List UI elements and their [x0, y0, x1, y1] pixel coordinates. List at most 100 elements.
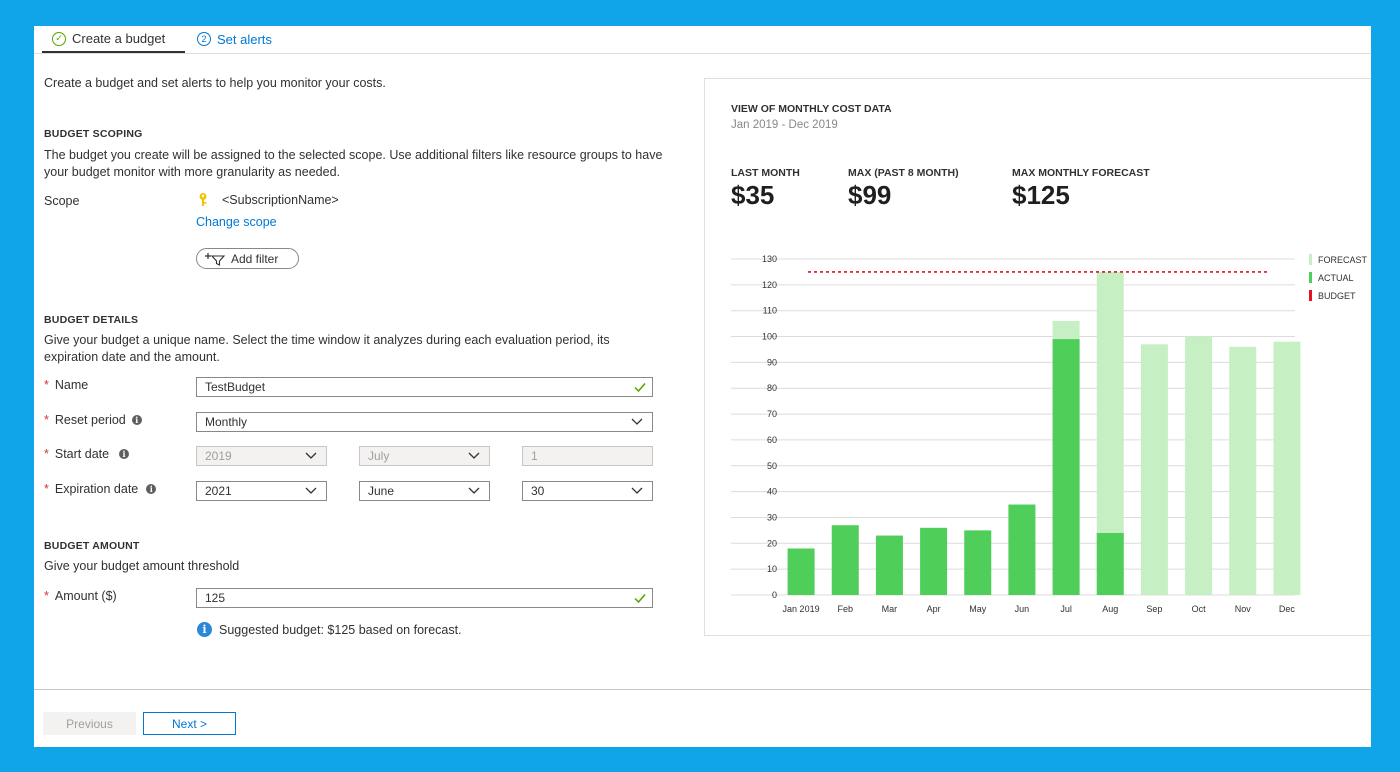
name-label-text: Name: [54, 378, 89, 392]
x-tick-label: Apr: [927, 604, 941, 614]
x-tick-label: Jun: [1015, 604, 1030, 614]
expiration-date-label-text: Expiration date: [54, 482, 139, 496]
monthly-cost-chart: 0 10 20 30 40 50 60 70 80 90 100 110 120 130 Jan 2019 F…: [731, 254, 1301, 614]
chevron-down-icon: [631, 418, 643, 425]
actual-bar: [1052, 339, 1080, 595]
kpi-last-month-label: LAST MONTH: [731, 167, 800, 179]
legend-budget: BUDGET: [1309, 290, 1356, 301]
required-asterisk: *: [44, 589, 49, 603]
expiration-day-value: 30: [531, 484, 545, 498]
x-tick-label: Dec: [1279, 604, 1296, 614]
start-year-select: 2019: [196, 446, 327, 466]
legend-budget-label: BUDGET: [1318, 290, 1356, 301]
y-tick-label: 100: [762, 332, 777, 342]
y-tick-label: 30: [767, 512, 777, 522]
budget-details-description: Give your budget a unique name. Select t…: [44, 333, 610, 364]
forecast-bar: [1140, 344, 1168, 595]
key-icon: [199, 193, 207, 206]
chevron-down-icon: [468, 487, 480, 494]
chevron-down-icon: [305, 487, 317, 494]
tab-create-budget[interactable]: ✓ Create a budget: [42, 26, 185, 53]
info-icon: i: [197, 622, 212, 637]
forecast-bar: [1229, 346, 1257, 595]
subscription-name: <SubscriptionName>: [222, 193, 339, 207]
required-asterisk: *: [44, 413, 49, 427]
expiration-year-select[interactable]: 2021: [196, 481, 327, 501]
panel-date-range: Jan 2019 - Dec 2019: [731, 119, 838, 131]
start-day-value: 1: [531, 449, 538, 463]
info-icon[interactable]: i: [119, 449, 130, 459]
checkmark-icon: [634, 383, 646, 393]
footer-divider: [34, 689, 1371, 690]
budget-scoping-heading: BUDGET SCOPING: [44, 128, 143, 140]
kpi-max-label: MAX (PAST 8 MONTH): [848, 167, 959, 179]
required-asterisk: *: [44, 482, 49, 496]
actual-bar: [787, 548, 815, 595]
legend-forecast-swatch: [1309, 254, 1312, 265]
expiration-month-select[interactable]: June: [359, 481, 490, 501]
intro-text: Create a budget and set alerts to help y…: [44, 76, 386, 90]
y-tick-label: 120: [762, 280, 777, 290]
next-button[interactable]: Next >: [143, 712, 236, 735]
budget-amount-description: Give your budget amount threshold: [44, 559, 240, 573]
actual-bar: [920, 527, 948, 595]
y-tick-label: 20: [767, 538, 777, 548]
legend-actual-swatch: [1309, 272, 1312, 283]
expiration-month-value: June: [368, 484, 395, 498]
change-scope-link[interactable]: Change scope: [196, 215, 277, 229]
suggested-budget-note: i Suggested budget: $125 based on foreca…: [197, 622, 462, 637]
checkmark-icon: [634, 594, 646, 604]
kpi-forecast-value: $125: [1012, 180, 1070, 210]
start-year-value: 2019: [205, 449, 232, 463]
y-tick-label: 90: [767, 357, 777, 367]
x-tick-label: Sep: [1146, 604, 1162, 614]
monthly-cost-panel: VIEW OF MONTHLY COST DATA Jan 2019 - Dec…: [704, 78, 1371, 636]
y-tick-label: 10: [767, 564, 777, 574]
tab-set-alerts[interactable]: 2 Set alerts: [197, 26, 272, 52]
kpi-forecast-label: MAX MONTHLY FORECAST: [1012, 167, 1150, 179]
budget-name-input[interactable]: TestBudget: [196, 377, 653, 397]
actual-bar: [875, 535, 903, 595]
kpi-max-value: $99: [848, 180, 892, 210]
start-month-value: July: [368, 449, 390, 463]
tab-label: Set alerts: [217, 31, 272, 47]
expiration-day-select[interactable]: 30: [522, 481, 653, 501]
start-day-input: 1: [522, 446, 653, 466]
chevron-down-icon: [305, 452, 317, 459]
start-date-label-text: Start date: [54, 447, 110, 461]
x-tick-label: Jan 2019: [783, 604, 820, 614]
info-icon[interactable]: i: [131, 415, 142, 425]
check-circle-icon: ✓: [52, 31, 66, 46]
x-tick-label: May: [969, 604, 987, 614]
y-tick-label: 40: [767, 487, 777, 497]
y-tick-label: 60: [767, 435, 777, 445]
scope-value: <SubscriptionName>: [196, 192, 339, 208]
legend-budget-swatch: [1309, 290, 1312, 301]
amount-input[interactable]: 125: [196, 588, 653, 608]
y-tick-label: 130: [762, 254, 777, 264]
reset-period-select[interactable]: Monthly: [196, 412, 653, 432]
y-tick-label: 110: [763, 306, 777, 316]
chevron-down-icon: [631, 487, 643, 494]
name-label: * Name: [44, 378, 88, 392]
required-asterisk: *: [44, 378, 49, 392]
reset-period-label-text: Reset period: [54, 413, 126, 427]
legend-forecast-label: FORECAST: [1318, 254, 1368, 265]
kpi-last-month-value: $35: [731, 180, 775, 210]
suggested-budget-text: Suggested budget: $125 based on forecast…: [219, 622, 462, 637]
budget-details-heading: BUDGET DETAILS: [44, 314, 139, 326]
expiration-year-value: 2021: [205, 484, 232, 498]
add-filter-button[interactable]: Add filter: [196, 248, 299, 269]
actual-bar: [831, 525, 859, 595]
start-month-select: July: [359, 446, 490, 466]
wizard-tabs: ✓ Create a budget 2 Set alerts: [34, 26, 1371, 54]
y-tick-label: 70: [767, 409, 777, 419]
info-icon[interactable]: i: [146, 484, 157, 494]
budget-amount-heading: BUDGET AMOUNT: [44, 540, 140, 552]
step-number-icon: 2: [197, 32, 211, 46]
actual-bar: [1096, 532, 1124, 595]
x-tick-label: Nov: [1235, 604, 1252, 614]
x-tick-label: Mar: [882, 604, 898, 614]
reset-period-value: Monthly: [205, 415, 248, 429]
reset-period-label: * Reset period i: [44, 413, 142, 427]
